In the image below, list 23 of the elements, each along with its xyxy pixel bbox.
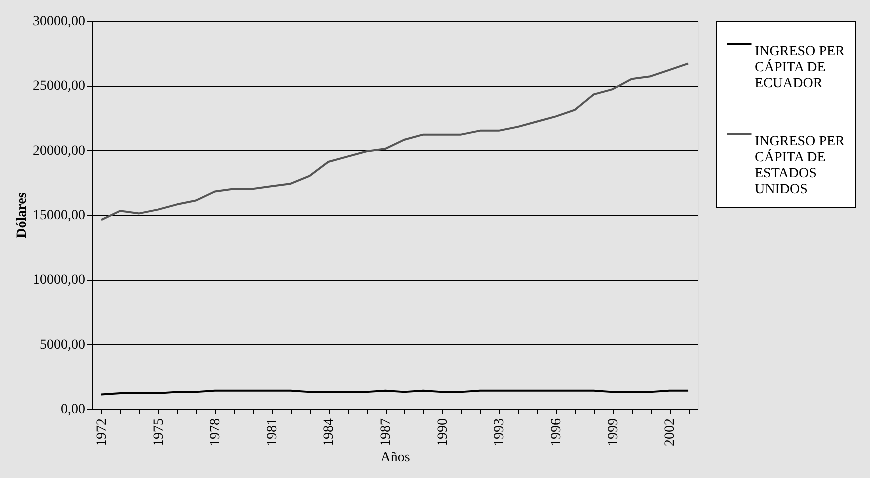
x-tick-label: 1999 (606, 418, 622, 446)
x-tick-label: 1990 (436, 418, 451, 446)
line-series (100, 62, 690, 222)
legend-label: INGRESO PER CÁPITA DE ECUADOR (755, 44, 846, 92)
x-tick-label: 1978 (208, 418, 224, 446)
x-axis-title: Años (380, 450, 410, 466)
x-tick-label: 1972 (94, 418, 110, 446)
x-tick-label: 1975 (152, 418, 167, 446)
y-tick-label: 20000,00 (33, 144, 86, 159)
x-tick-label: 2002 (663, 418, 678, 446)
y-tick-label: 25000,00 (33, 79, 86, 94)
x-tick-label: 1996 (549, 418, 564, 446)
x-tick-label: 1987 (379, 418, 394, 446)
y-tick-label: 5000,00 (40, 338, 86, 353)
y-tick-label: 15000,00 (33, 208, 86, 224)
y-axis-title: Dólares (15, 192, 30, 238)
y-tick-label: 0,00 (61, 402, 86, 418)
x-tick-label: 1981 (265, 418, 280, 446)
legend-label: INGRESO PER CÁPITA DE ESTADOS UNIDOS (755, 134, 846, 198)
x-tick-label: 1984 (322, 418, 338, 446)
y-tick-label: 10000,00 (33, 273, 86, 288)
y-tick-label: 30000,00 (33, 14, 86, 30)
x-tick-label: 1993 (492, 418, 508, 446)
